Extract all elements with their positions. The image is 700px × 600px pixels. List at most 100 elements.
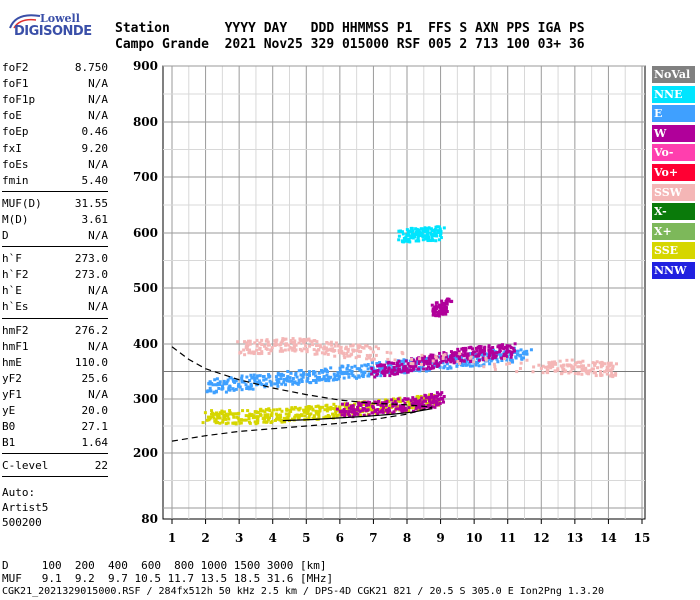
trace-point (209, 389, 213, 393)
trace-point (365, 357, 369, 361)
trace-point (231, 421, 235, 425)
trace-point (584, 366, 588, 370)
trace-point (224, 422, 228, 426)
trace-point (441, 361, 445, 365)
trace-point (286, 375, 290, 379)
trace-point (395, 361, 399, 365)
trace-point (433, 305, 437, 309)
trace-point (259, 413, 263, 417)
trace-point (295, 375, 299, 379)
trace-point (306, 409, 310, 413)
trace-point (414, 230, 418, 234)
trace-point (480, 353, 484, 357)
trace-point (203, 411, 207, 415)
trace-point (460, 358, 464, 362)
trace-point (261, 409, 265, 413)
param-value: 110.0 (74, 355, 108, 369)
trace-point (505, 347, 509, 351)
trace-point (399, 400, 403, 404)
trace-point (541, 371, 545, 375)
trace-point (432, 234, 436, 238)
trace-point (321, 370, 325, 374)
trace-point (386, 361, 390, 365)
trace-point (485, 352, 489, 356)
trace-point (228, 409, 232, 413)
param-name: foF1 (2, 77, 29, 91)
trace-point (265, 420, 269, 424)
trace-point (238, 421, 242, 425)
trace-point (433, 361, 437, 365)
trace-point (297, 369, 301, 373)
trace-point (212, 412, 216, 416)
param-row-foep: foEp 0.46 (2, 125, 108, 141)
trace-point (406, 399, 410, 403)
trace-point (366, 367, 370, 371)
param-name: h`F (2, 252, 22, 266)
param-separator (2, 453, 108, 455)
y-tick-label: 80 (141, 512, 158, 526)
trace-point (431, 309, 435, 313)
trace-point (252, 352, 256, 356)
trace-point (500, 359, 504, 363)
trace-point (553, 362, 557, 366)
trace-point (309, 381, 313, 385)
trace-point (608, 363, 612, 367)
trace-point (525, 358, 529, 362)
trace-point (603, 362, 607, 366)
trace-point (333, 407, 337, 411)
trace-point (477, 358, 481, 362)
trace-point (407, 409, 411, 413)
trace-point (381, 405, 385, 409)
trace-point (269, 381, 273, 385)
trace-point (369, 347, 373, 351)
trace-point (205, 418, 209, 422)
trace-point (433, 405, 437, 409)
legend-item-vo: Vo- (652, 144, 695, 162)
trace-point (409, 362, 413, 366)
trace-point (431, 238, 435, 242)
y-tick-label: 400 (133, 337, 158, 351)
param-row-fxi: fxI 9.20 (2, 142, 108, 158)
trace-point (358, 413, 362, 417)
trace-point (409, 230, 413, 234)
trace-point (269, 383, 273, 387)
trace-point (300, 377, 304, 381)
param-value: N/A (88, 77, 108, 91)
trace-point (279, 377, 283, 381)
trace-point (350, 407, 354, 411)
trace-point (257, 379, 261, 383)
trace-point (420, 402, 424, 406)
trace-point (417, 408, 421, 412)
trace-point (348, 414, 352, 418)
x-tick-label: 3 (235, 531, 243, 545)
trace-point (314, 405, 318, 409)
trace-point (324, 368, 328, 372)
trace-point (288, 345, 292, 349)
trace-point (429, 227, 433, 231)
trace-point (439, 355, 443, 359)
trace-point (306, 376, 310, 380)
trace-point (201, 421, 205, 425)
trace-point (350, 365, 354, 369)
trace-point (509, 358, 513, 362)
trace-point (431, 313, 435, 317)
trace-point (457, 350, 461, 354)
trace-point (326, 352, 330, 356)
trace-point (322, 369, 326, 373)
trace-point (308, 406, 312, 410)
profile-line (282, 408, 433, 422)
trace-point (439, 397, 443, 401)
param-value: 273.0 (74, 252, 108, 266)
trace-point (438, 351, 442, 355)
trace-point (288, 408, 292, 412)
trace-point (369, 405, 373, 409)
trace-point (442, 358, 446, 362)
trace-point (367, 372, 371, 376)
trace-point (281, 373, 285, 377)
trace-point (299, 338, 303, 342)
trace-point (480, 350, 484, 354)
trace-point (315, 376, 319, 380)
trace-point (327, 348, 331, 352)
trace-point (260, 342, 264, 346)
trace-point (410, 226, 414, 230)
